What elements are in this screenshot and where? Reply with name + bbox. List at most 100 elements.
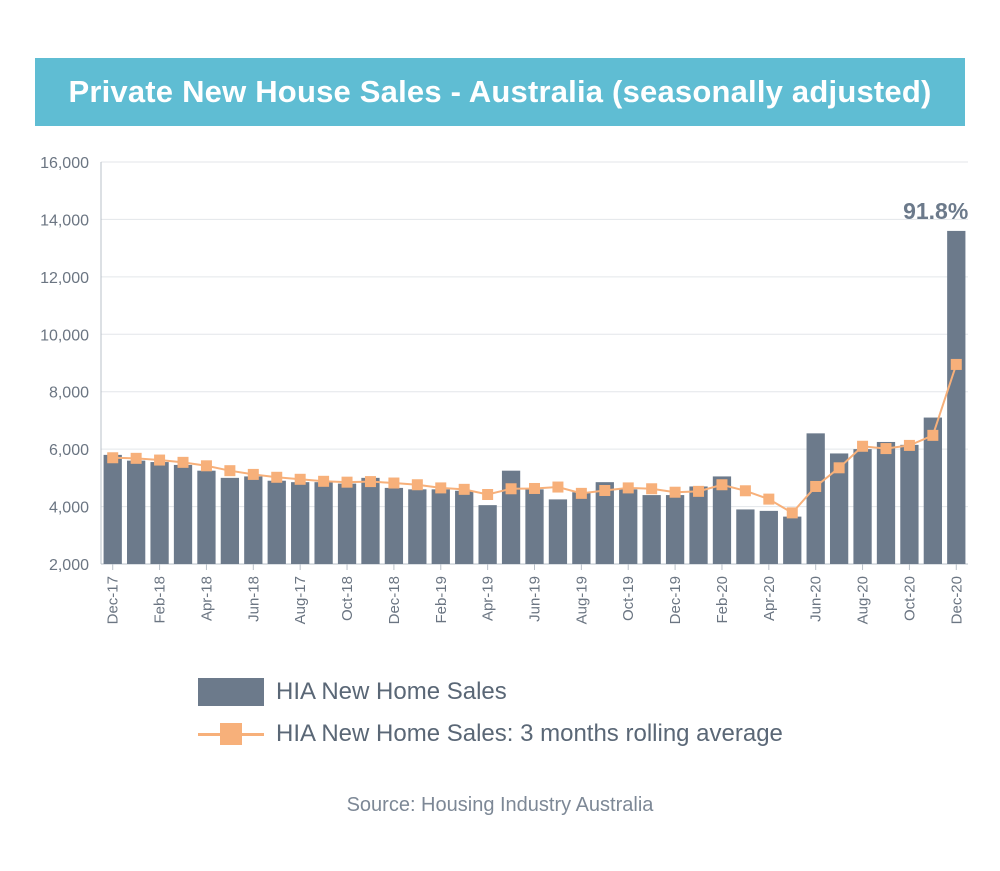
annotation-label: 91.8% [903, 198, 968, 224]
bar [900, 444, 919, 564]
bar [267, 480, 286, 564]
x-tick-label: Jun-18 [245, 576, 262, 622]
y-tick-label: 10,000 [40, 327, 89, 344]
line-marker [880, 443, 892, 455]
x-tick-label: Oct-18 [339, 576, 356, 621]
bar [337, 483, 357, 564]
line-marker [130, 452, 142, 464]
line-marker [786, 507, 798, 519]
line-marker [903, 439, 915, 451]
legend-item-line: HIA New Home Sales: 3 months rolling ave… [198, 714, 783, 754]
bar [619, 489, 638, 564]
legend-item-bars: HIA New Home Sales [198, 672, 783, 712]
x-tick-label: Oct-20 [901, 576, 918, 621]
line-marker [107, 452, 119, 464]
line-marker [364, 476, 376, 488]
line-marker [575, 487, 587, 499]
line-marker [857, 440, 869, 452]
legend-label-line: HIA New Home Sales: 3 months rolling ave… [276, 720, 783, 747]
line-marker [739, 485, 751, 497]
line-marker [927, 429, 939, 441]
x-tick-label: Oct-19 [620, 576, 637, 621]
x-tick-label: Apr-18 [198, 576, 215, 621]
bar [408, 489, 427, 564]
bar [455, 490, 474, 564]
bar [923, 417, 942, 564]
bar [220, 477, 240, 564]
line-marker [763, 493, 775, 505]
line-marker [271, 471, 283, 483]
bar [947, 230, 966, 564]
bar [314, 482, 333, 564]
y-tick-label: 8,000 [49, 385, 89, 402]
y-tick-label: 2,000 [49, 557, 89, 574]
line-marker [224, 465, 236, 477]
line-marker [294, 473, 306, 485]
line-marker [552, 481, 564, 493]
legend-swatch-line [198, 720, 264, 748]
line-marker [646, 483, 658, 495]
bar [736, 509, 755, 564]
line-marker [341, 476, 353, 488]
bar [689, 486, 708, 564]
line-marker [458, 483, 470, 495]
line-marker [177, 456, 189, 468]
bar [876, 441, 896, 564]
line-marker [810, 480, 822, 492]
legend: HIA New Home Sales HIA New Home Sales: 3… [198, 672, 783, 756]
legend-label-bars: HIA New Home Sales [276, 678, 507, 705]
line-marker [435, 482, 447, 494]
x-tick-label: Apr-19 [480, 576, 497, 621]
bar [127, 460, 146, 564]
x-tick-label: Dec-17 [105, 576, 122, 624]
bar [712, 476, 732, 564]
bar [525, 489, 544, 564]
y-tick-label: 4,000 [49, 500, 89, 517]
source-note: Source: Housing Industry Australia [346, 794, 654, 816]
y-tick-label: 12,000 [40, 270, 89, 287]
line-marker [482, 489, 494, 501]
y-tick-label: 16,000 [40, 155, 89, 172]
line-marker [833, 462, 845, 474]
bar [548, 499, 568, 564]
line-marker [622, 482, 634, 494]
line-marker [411, 479, 423, 491]
legend-swatch-bars [198, 678, 264, 706]
line-marker [505, 483, 517, 495]
line-marker [599, 484, 611, 496]
line-marker [950, 358, 962, 370]
bar [431, 489, 450, 564]
x-tick-label: Jun-20 [808, 576, 825, 622]
x-tick-label: Feb-20 [714, 576, 731, 624]
title-banner: Private New House Sales - Australia (sea… [35, 58, 965, 126]
x-tick-label: Aug-20 [855, 576, 872, 624]
bar [595, 482, 614, 564]
x-tick-label: Jun-19 [527, 576, 544, 622]
bar [384, 487, 404, 564]
line-marker [669, 486, 681, 498]
line-marker [247, 468, 259, 480]
x-tick-label: Aug-19 [573, 576, 590, 624]
chart-title: Private New House Sales - Australia (sea… [68, 74, 932, 109]
line-marker [529, 482, 540, 494]
bar [103, 454, 122, 564]
line-marker [716, 479, 728, 491]
bar [665, 495, 685, 564]
line-marker [388, 477, 400, 489]
bar [150, 462, 169, 564]
bar [642, 495, 661, 564]
bar [173, 464, 193, 564]
bar [806, 433, 825, 564]
bar [853, 449, 872, 564]
x-tick-label: Dec-19 [667, 576, 684, 624]
y-tick-label: 14,000 [40, 212, 89, 229]
line-marker [318, 475, 330, 487]
bar [291, 482, 310, 564]
bar [478, 505, 497, 564]
x-tick-label: Feb-18 [152, 576, 169, 624]
bar [759, 510, 778, 564]
line-marker [154, 454, 166, 466]
x-tick-label: Aug-17 [292, 576, 309, 624]
bar [244, 476, 263, 564]
